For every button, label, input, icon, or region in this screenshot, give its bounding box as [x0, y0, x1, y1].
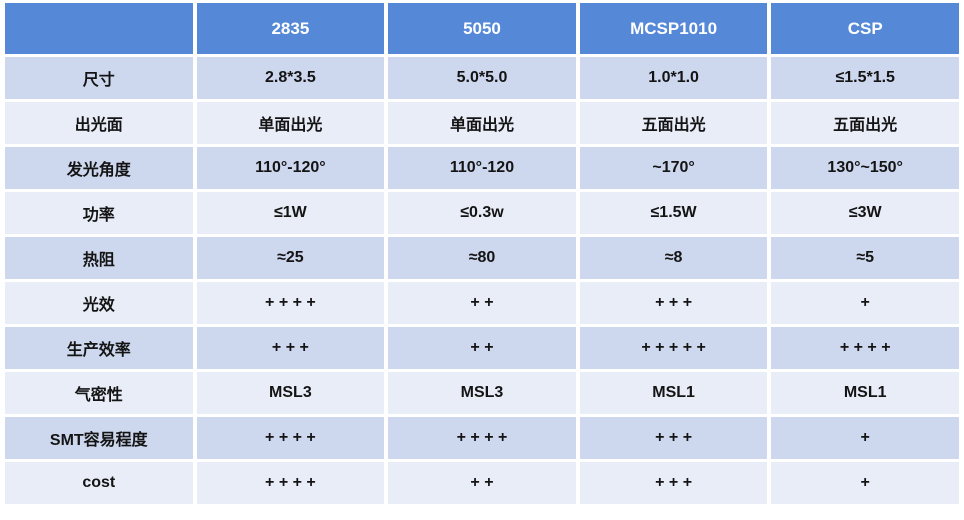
column-header-2835: 2835 [196, 3, 385, 54]
table-cell: + + [388, 462, 576, 504]
row-label: 功率 [5, 192, 193, 234]
table-row-power: 功率 ≤1W ≤0.3w ≤1.5W ≤3W [5, 192, 959, 234]
table-cell: ~170° [579, 147, 768, 189]
table-cell: ≤0.3w [388, 192, 576, 234]
table-cell: 2.8*3.5 [196, 57, 385, 99]
table-row-cost: cost + + + + + + + + + + [5, 462, 959, 504]
header-row: 2835 5050 MCSP1010 CSP [5, 3, 959, 54]
table-cell: + + [388, 282, 576, 324]
column-header-csp: CSP [771, 3, 959, 54]
row-label: 出光面 [5, 102, 193, 144]
table-cell: ≤1.5*1.5 [771, 57, 959, 99]
table-row-smt-ease: SMT容易程度 + + + + + + + + + + + + [5, 417, 959, 459]
table-cell: MSL1 [771, 372, 959, 414]
table-cell: 1.0*1.0 [579, 57, 768, 99]
table-cell: 五面出光 [771, 102, 959, 144]
table-cell: + + + + [196, 417, 385, 459]
table-cell: ≈80 [388, 237, 576, 279]
table-cell: + + + + [771, 327, 959, 369]
table-cell: 单面出光 [196, 102, 385, 144]
table-cell: ≤1W [196, 192, 385, 234]
table-cell: ≤3W [771, 192, 959, 234]
table-cell: MSL1 [579, 372, 768, 414]
row-label: 气密性 [5, 372, 193, 414]
row-label: 光效 [5, 282, 193, 324]
table-cell: 5.0*5.0 [388, 57, 576, 99]
table-cell: 110°-120 [388, 147, 576, 189]
row-label: 生产效率 [5, 327, 193, 369]
table-row-emitting-surface: 出光面 单面出光 单面出光 五面出光 五面出光 [5, 102, 959, 144]
row-label: 尺寸 [5, 57, 193, 99]
row-label: SMT容易程度 [5, 417, 193, 459]
table-cell: MSL3 [388, 372, 576, 414]
row-label: cost [5, 462, 193, 504]
table-cell: MSL3 [196, 372, 385, 414]
table-cell: + [771, 462, 959, 504]
table-cell: + + + [579, 462, 768, 504]
table-row-size: 尺寸 2.8*3.5 5.0*5.0 1.0*1.0 ≤1.5*1.5 [5, 57, 959, 99]
table-cell: + + + + [196, 282, 385, 324]
table-cell: + + + [196, 327, 385, 369]
table-cell: 五面出光 [579, 102, 768, 144]
corner-header-cell [5, 3, 193, 54]
table-row-luminous-efficacy: 光效 + + + + + + + + + + [5, 282, 959, 324]
table-cell: + + [388, 327, 576, 369]
table-cell: ≈8 [579, 237, 768, 279]
table-row-hermeticity: 气密性 MSL3 MSL3 MSL1 MSL1 [5, 372, 959, 414]
table-cell: 单面出光 [388, 102, 576, 144]
table-cell: + + + + [388, 417, 576, 459]
table-cell: + [771, 417, 959, 459]
table-cell: 130°~150° [771, 147, 959, 189]
table-cell: + + + [579, 282, 768, 324]
table-cell: + + + + + [579, 327, 768, 369]
column-header-mcsp1010: MCSP1010 [579, 3, 768, 54]
table-row-beam-angle: 发光角度 110°-120° 110°-120 ~170° 130°~150° [5, 147, 959, 189]
row-label: 发光角度 [5, 147, 193, 189]
table-cell: ≤1.5W [579, 192, 768, 234]
column-header-5050: 5050 [388, 3, 576, 54]
table-cell: + + + [579, 417, 768, 459]
table-cell: ≈25 [196, 237, 385, 279]
table-cell: + [771, 282, 959, 324]
row-label: 热阻 [5, 237, 193, 279]
comparison-table: 2835 5050 MCSP1010 CSP 尺寸 2.8*3.5 5.0*5.… [1, 0, 963, 507]
table-row-thermal-resistance: 热阻 ≈25 ≈80 ≈8 ≈5 [5, 237, 959, 279]
table-cell: 110°-120° [196, 147, 385, 189]
table-cell: + + + + [196, 462, 385, 504]
table-cell: ≈5 [771, 237, 959, 279]
table-row-production-efficiency: 生产效率 + + + + + + + + + + + + + + [5, 327, 959, 369]
